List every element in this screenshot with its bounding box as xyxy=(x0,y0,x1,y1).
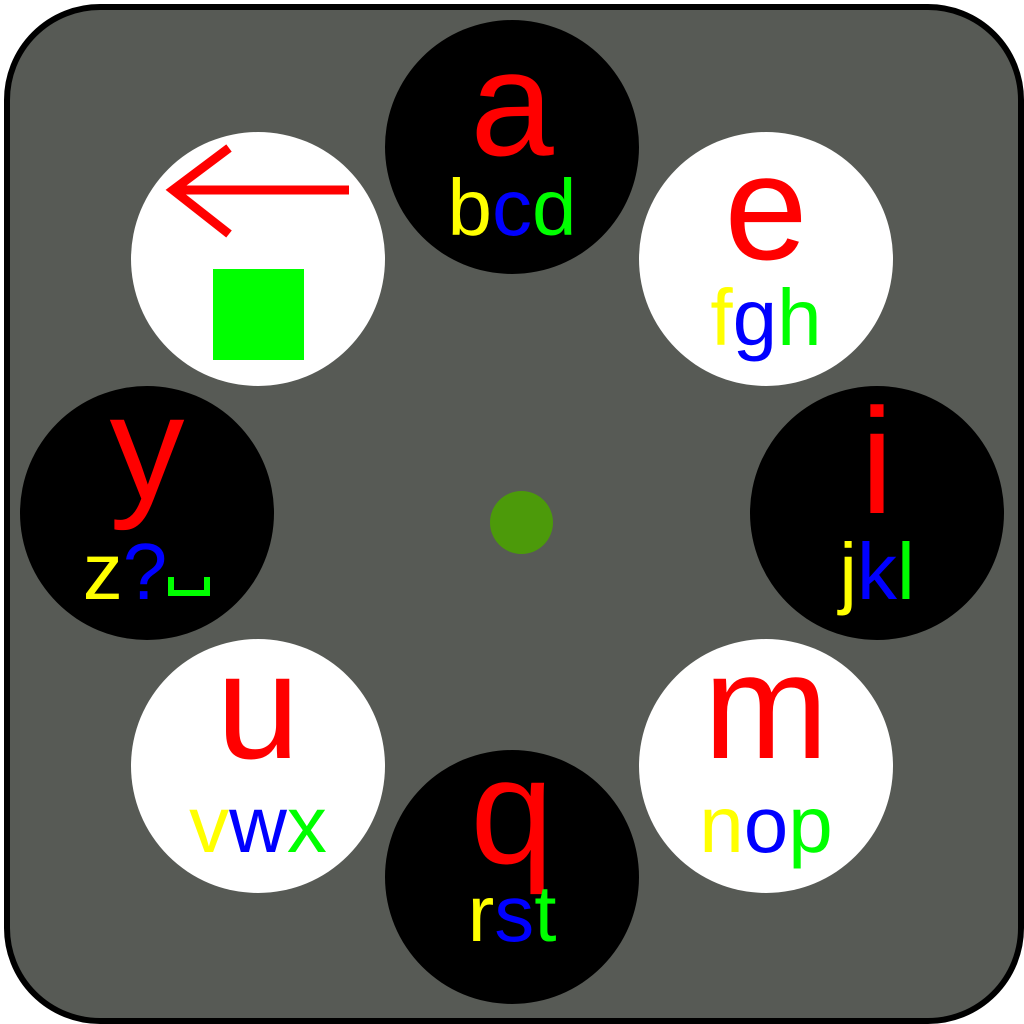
key-backspace[interactable] xyxy=(131,132,385,386)
key-a[interactable]: a bcd xyxy=(385,20,639,274)
sub-letter: k xyxy=(857,527,897,616)
backspace-arrow-icon xyxy=(165,144,349,238)
sub-letter: c xyxy=(492,163,532,252)
sub-letter: d xyxy=(532,163,577,252)
keyboard-panel: a bcd e fgh i jkl m nop q rst u vwx xyxy=(4,4,1024,1024)
key-i[interactable]: i jkl xyxy=(750,386,1004,640)
sub-letter: g xyxy=(732,273,778,362)
sub-letter: v xyxy=(189,780,230,869)
sub-letter: p xyxy=(788,780,833,869)
sub-letter: b xyxy=(447,163,493,252)
sub-letter: z xyxy=(82,527,123,616)
sub-letter: w xyxy=(229,780,287,869)
sub-letter: n xyxy=(699,780,744,869)
key-e-main-letter: e xyxy=(724,123,808,291)
space-icon xyxy=(167,532,211,596)
sub-letter: x xyxy=(286,780,327,869)
key-m-main-letter: m xyxy=(703,622,829,790)
key-a-main-letter: a xyxy=(470,19,554,187)
center-dot[interactable] xyxy=(490,491,553,554)
key-m[interactable]: m nop xyxy=(639,631,893,893)
key-q-main-letter: q xyxy=(470,727,554,895)
sub-letter: l xyxy=(897,527,915,616)
key-e[interactable]: e fgh xyxy=(639,132,893,386)
sub-letter: f xyxy=(710,273,733,362)
sub-letter: j xyxy=(839,527,857,616)
key-u-sub-letters: vwx xyxy=(131,785,385,865)
sub-letter: h xyxy=(777,273,822,362)
key-q[interactable]: q rst xyxy=(385,736,639,1004)
sub-letter: t xyxy=(534,869,557,958)
key-e-sub-letters: fgh xyxy=(639,278,893,358)
key-y-sub-letters: z? xyxy=(20,532,274,612)
sub-letter: ? xyxy=(122,527,168,616)
key-a-sub-letters: bcd xyxy=(385,168,639,248)
key-u-main-letter: u xyxy=(216,622,300,790)
sub-letter: r xyxy=(467,869,495,958)
sub-letter: o xyxy=(743,780,789,869)
key-i-sub-letters: jkl xyxy=(750,532,1004,612)
sub-letter: s xyxy=(494,869,535,958)
key-u[interactable]: u vwx xyxy=(131,631,385,893)
key-i-main-letter: i xyxy=(860,377,894,545)
key-q-sub-letters: rst xyxy=(385,874,639,954)
key-m-sub-letters: nop xyxy=(639,785,893,865)
green-square-icon xyxy=(213,269,304,360)
key-y-main-letter: y xyxy=(109,363,185,531)
key-y[interactable]: y z? xyxy=(20,372,274,640)
